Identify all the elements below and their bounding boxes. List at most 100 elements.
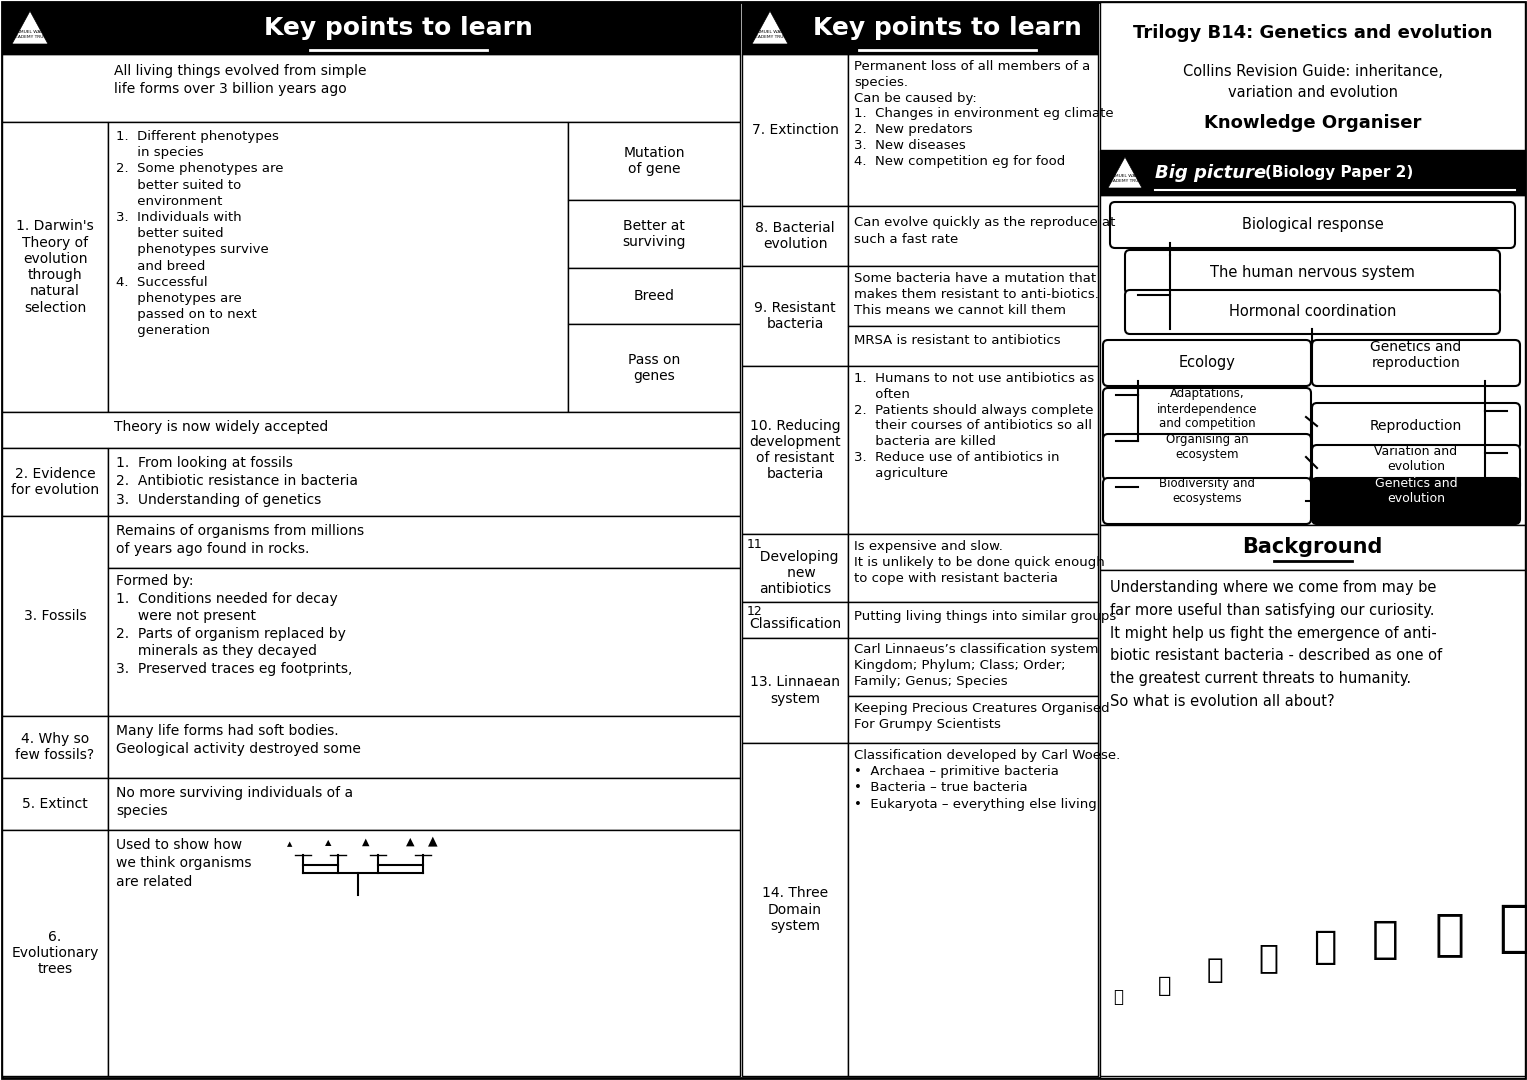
Text: Key points to learn: Key points to learn	[812, 16, 1083, 40]
Text: ⦾: ⦾	[1313, 928, 1336, 966]
Text: Developing
   new
antibiotics: Developing new antibiotics	[751, 550, 838, 596]
Text: Some bacteria have a mutation that
makes them resistant to anti-biotics.
This me: Some bacteria have a mutation that makes…	[854, 272, 1099, 316]
Text: 1.  From looking at fossils
2.  Antibiotic resistance in bacteria
3.  Understand: 1. From looking at fossils 2. Antibiotic…	[116, 456, 357, 507]
Text: 1. Darwin's
Theory of
evolution
through
natural
selection: 1. Darwin's Theory of evolution through …	[17, 219, 93, 314]
Bar	[2, 2, 741, 54]
Text: Genetics and
evolution: Genetics and evolution	[1374, 477, 1457, 505]
Text: All living things evolved from simple
life forms over 3 billion years ago: All living things evolved from simple li…	[115, 64, 366, 96]
FancyBboxPatch shape	[1312, 478, 1519, 524]
Text: Mutation
of gene: Mutation of gene	[623, 146, 684, 176]
Bar	[847, 534, 1098, 602]
Text: Permanent loss of all members of a
species.
Can be caused by:
1.  Changes in env: Permanent loss of all members of a speci…	[854, 60, 1113, 167]
Text: No more surviving individuals of a
species: No more surviving individuals of a speci…	[116, 786, 353, 819]
Text: Collins Revision Guide: inheritance,
variation and evolution: Collins Revision Guide: inheritance, var…	[1182, 64, 1443, 100]
Text: Remains of organisms from millions
of years ago found in rocks.: Remains of organisms from millions of ye…	[116, 524, 363, 556]
Bar	[847, 326, 1098, 366]
Text: 2. Evidence
for evolution: 2. Evidence for evolution	[11, 467, 99, 497]
FancyBboxPatch shape	[1125, 291, 1500, 334]
Text: 14. Three
Domain
system: 14. Three Domain system	[762, 887, 828, 933]
Text: 5. Extinct: 5. Extinct	[21, 797, 89, 811]
Text: 12: 12	[747, 605, 764, 618]
Text: Breed: Breed	[634, 289, 675, 303]
Bar	[847, 266, 1098, 326]
Text: Key points to learn: Key points to learn	[264, 16, 533, 40]
Bar	[1099, 570, 1525, 1076]
Bar	[568, 268, 741, 324]
FancyBboxPatch shape	[1110, 202, 1515, 248]
Text: Theory is now widely accepted: Theory is now widely accepted	[115, 420, 328, 434]
Bar	[2, 411, 741, 448]
Text: Carl Linnaeus’s classification system
Kingdom; Phylum; Class; Order;
Family; Gen: Carl Linnaeus’s classification system Ki…	[854, 643, 1098, 688]
Text: ⦾: ⦾	[1113, 988, 1122, 1005]
Bar	[847, 602, 1098, 638]
Text: Big picture: Big picture	[1154, 163, 1272, 181]
Bar	[1099, 150, 1525, 195]
Bar	[742, 638, 847, 743]
Polygon shape	[12, 11, 47, 44]
Bar	[847, 638, 1098, 696]
Text: Genetics and
reproduction: Genetics and reproduction	[1370, 340, 1461, 370]
Text: MRSA is resistant to antibiotics: MRSA is resistant to antibiotics	[854, 334, 1061, 347]
Text: 6.
Evolutionary
trees: 6. Evolutionary trees	[11, 930, 99, 976]
Bar	[847, 743, 1098, 1076]
Bar	[108, 122, 568, 411]
Text: 7. Extinction: 7. Extinction	[751, 123, 838, 137]
Text: ⦾: ⦾	[1435, 910, 1464, 958]
Bar	[742, 743, 847, 1076]
Text: The human nervous system: The human nervous system	[1209, 265, 1416, 280]
Polygon shape	[1109, 157, 1142, 188]
Bar	[108, 716, 741, 778]
Bar	[2, 122, 108, 411]
Bar	[1106, 153, 1144, 191]
Bar	[2, 516, 108, 716]
Bar	[742, 366, 847, 534]
Bar	[742, 2, 1098, 54]
Bar	[2, 778, 108, 831]
Text: Biological response: Biological response	[1241, 217, 1383, 232]
Bar	[750, 6, 789, 48]
Text: Organising an
ecosystem: Organising an ecosystem	[1165, 433, 1248, 461]
Bar	[568, 122, 741, 200]
Bar	[568, 200, 741, 268]
Text: Keeping Precious Creatures Organised
For Grumpy Scientists: Keeping Precious Creatures Organised For…	[854, 702, 1110, 731]
Bar	[847, 206, 1098, 266]
Text: 13. Linnaean
system: 13. Linnaean system	[750, 675, 840, 705]
Text: ⦾: ⦾	[1498, 902, 1527, 956]
Text: Adaptations,
interdependence
and competition: Adaptations, interdependence and competi…	[1157, 388, 1257, 431]
Text: Can evolve quickly as the reproduce at
such a fast rate: Can evolve quickly as the reproduce at s…	[854, 216, 1115, 246]
FancyBboxPatch shape	[1312, 445, 1519, 491]
Text: 1.  Humans to not use antibiotics as
     often
2.  Patients should always compl: 1. Humans to not use antibiotics as ofte…	[854, 372, 1095, 480]
Bar	[568, 324, 741, 411]
Bar	[847, 54, 1098, 206]
FancyBboxPatch shape	[1102, 340, 1312, 386]
Text: 11: 11	[747, 538, 764, 551]
Text: Biodiversity and
ecosystems: Biodiversity and ecosystems	[1159, 477, 1255, 505]
Text: ⦾: ⦾	[1159, 976, 1171, 996]
Bar	[1099, 525, 1525, 570]
Text: Variation and
evolution: Variation and evolution	[1374, 445, 1458, 473]
Bar	[742, 602, 847, 638]
Text: SAMUEL WARD
ACADEMY TRUST: SAMUEL WARD ACADEMY TRUST	[751, 30, 788, 39]
Bar	[1099, 195, 1525, 525]
Text: Better at
surviving: Better at surviving	[621, 219, 686, 249]
FancyBboxPatch shape	[1102, 388, 1312, 446]
Text: 3. Fossils: 3. Fossils	[24, 609, 87, 623]
Text: Used to show how
we think organisms
are related: Used to show how we think organisms are …	[116, 838, 252, 889]
Text: 8. Bacterial
evolution: 8. Bacterial evolution	[756, 221, 835, 252]
Bar	[847, 366, 1098, 534]
Bar	[108, 448, 741, 516]
Text: 9. Resistant
bacteria: 9. Resistant bacteria	[754, 301, 835, 332]
Text: ⦾: ⦾	[1258, 941, 1278, 974]
Text: ▲: ▲	[287, 841, 293, 847]
Bar	[2, 831, 108, 1076]
Bar	[108, 831, 741, 1076]
Text: 10. Reducing
development
of resistant
bacteria: 10. Reducing development of resistant ba…	[750, 419, 841, 482]
Bar	[1099, 2, 1525, 1078]
Text: Understanding where we come from may be
far more useful than satisfying our curi: Understanding where we come from may be …	[1110, 580, 1441, 708]
Bar	[742, 206, 847, 266]
Text: 4. Why so
few fossils?: 4. Why so few fossils?	[15, 732, 95, 762]
Text: ▲: ▲	[406, 837, 414, 847]
Bar	[2, 448, 108, 516]
Text: Is expensive and slow.
It is unlikely to be done quick enough
to cope with resis: Is expensive and slow. It is unlikely to…	[854, 540, 1104, 584]
Text: ⦾: ⦾	[1206, 956, 1223, 984]
